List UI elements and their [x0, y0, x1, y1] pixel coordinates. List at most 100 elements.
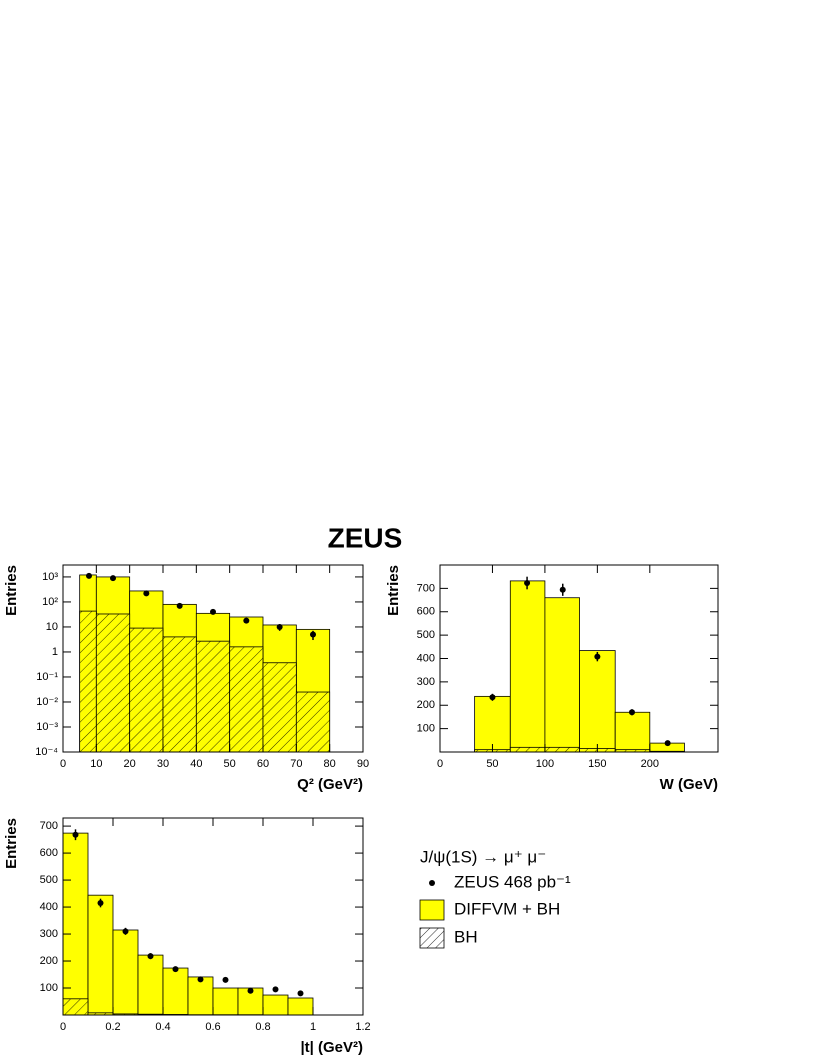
data-point — [198, 976, 204, 982]
data-point — [123, 928, 129, 934]
legend-label: BH — [454, 927, 478, 946]
data-point — [148, 953, 154, 959]
data-point — [143, 590, 149, 596]
y-tick-label: 700 — [40, 820, 58, 832]
data-point — [86, 573, 92, 579]
data-point — [298, 990, 304, 996]
bar — [288, 998, 313, 1015]
y-tick-label: 100 — [40, 982, 58, 994]
data-point — [560, 587, 566, 593]
hatched-bar — [96, 614, 129, 752]
x-axis-label: |t| (GeV²) — [300, 1039, 363, 1056]
x-tick-label: 50 — [486, 758, 498, 770]
x-tick-label: 70 — [290, 758, 302, 770]
x-tick-label: 90 — [357, 758, 369, 770]
x-axis-label: W (GeV) — [660, 776, 718, 793]
x-tick-label: 100 — [536, 758, 554, 770]
x-tick-label: 1.2 — [355, 1021, 370, 1033]
bar — [475, 696, 511, 752]
y-tick-label: 700 — [417, 582, 435, 594]
hatched-bar — [80, 611, 97, 752]
bar — [88, 895, 113, 1015]
bar — [188, 977, 213, 1015]
hatched-bar — [296, 692, 329, 752]
y-tick-label: 400 — [417, 652, 435, 664]
data-point — [594, 654, 600, 660]
figure-title: ZEUS — [328, 522, 403, 553]
data-point — [489, 694, 495, 700]
x-tick-label: 0 — [437, 758, 443, 770]
x-tick-label: 10 — [90, 758, 102, 770]
data-point — [248, 988, 254, 994]
hatched-bar — [545, 747, 580, 752]
data-point — [243, 618, 249, 624]
data-point — [310, 631, 316, 637]
y-tick-label: 1 — [52, 646, 58, 658]
data-point — [629, 709, 635, 715]
data-point — [210, 609, 216, 615]
data-point — [665, 740, 671, 746]
y-tick-label: 200 — [40, 955, 58, 967]
y-tick-label: 10⁻³ — [36, 721, 58, 733]
x-tick-label: 40 — [190, 758, 202, 770]
y-axis-label: Entries — [3, 818, 20, 869]
y-tick-label: 500 — [417, 629, 435, 641]
bar — [510, 581, 545, 752]
data-point — [173, 966, 179, 972]
y-tick-label: 10⁻¹ — [36, 671, 58, 683]
x-tick-label: 50 — [224, 758, 236, 770]
data-point — [277, 624, 283, 630]
y-tick-label: 10³ — [42, 571, 58, 583]
bar — [163, 968, 188, 1015]
hatched-bar — [510, 747, 545, 752]
x-axis-label: Q² (GeV²) — [297, 776, 363, 793]
y-tick-label: 200 — [417, 699, 435, 711]
y-tick-label: 10 — [46, 621, 58, 633]
data-point — [73, 832, 79, 838]
data-point — [110, 575, 116, 581]
hatched-bar — [63, 999, 88, 1015]
y-tick-label: 10⁻⁴ — [35, 746, 58, 758]
x-tick-label: 0 — [60, 758, 66, 770]
y-tick-label: 400 — [40, 901, 58, 913]
bar — [545, 598, 580, 752]
bar — [213, 988, 238, 1015]
x-tick-label: 60 — [257, 758, 269, 770]
hatched-bar — [263, 663, 296, 752]
legend-label: ZEUS 468 pb⁻¹ — [454, 872, 571, 891]
x-tick-label: 0 — [60, 1021, 66, 1033]
y-tick-label: 600 — [417, 606, 435, 618]
data-point — [223, 977, 229, 983]
legend-marker — [429, 880, 435, 886]
hatched-bar — [163, 637, 196, 752]
data-point — [98, 900, 104, 906]
hatched-bar — [196, 641, 229, 752]
y-tick-label: 300 — [417, 676, 435, 688]
x-tick-label: 0.4 — [155, 1021, 170, 1033]
y-tick-label: 500 — [40, 874, 58, 886]
bar — [113, 930, 138, 1015]
x-tick-label: 30 — [157, 758, 169, 770]
bar — [580, 651, 616, 752]
x-tick-label: 20 — [124, 758, 136, 770]
legend-title: J/ψ(1S) → μ⁺ μ⁻ — [420, 847, 546, 866]
y-tick-label: 10⁻² — [36, 696, 58, 708]
x-tick-label: 1 — [310, 1021, 316, 1033]
x-tick-label: 0.8 — [255, 1021, 270, 1033]
legend-label: DIFFVM + BH — [454, 899, 560, 918]
x-tick-label: 0.6 — [205, 1021, 220, 1033]
legend-swatch — [420, 900, 444, 920]
hatched-bar — [130, 628, 163, 752]
x-tick-label: 200 — [641, 758, 659, 770]
legend-swatch — [420, 928, 444, 948]
bar — [263, 995, 288, 1015]
y-tick-label: 300 — [40, 928, 58, 940]
data-point — [524, 580, 530, 586]
hatched-bar — [230, 647, 263, 752]
x-tick-label: 150 — [588, 758, 606, 770]
y-tick-label: 10² — [42, 596, 58, 608]
y-tick-label: 600 — [40, 847, 58, 859]
x-tick-label: 0.2 — [105, 1021, 120, 1033]
